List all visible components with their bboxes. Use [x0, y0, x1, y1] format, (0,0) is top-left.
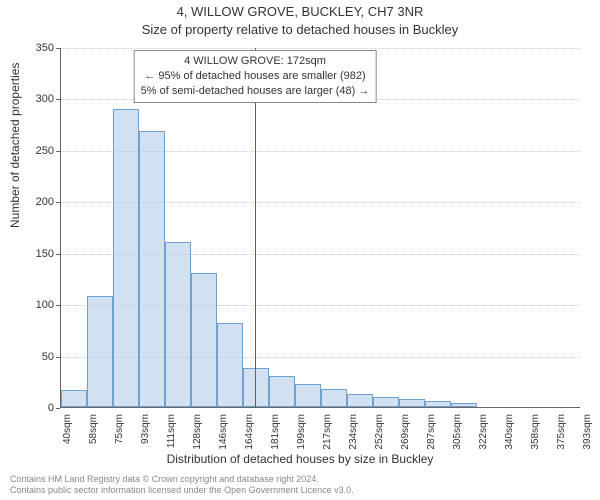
histogram-bar [425, 401, 451, 407]
chart-title-address: 4, WILLOW GROVE, BUCKLEY, CH7 3NR [0, 4, 600, 19]
y-tick-label: 0 [14, 402, 54, 414]
gridline-h [61, 48, 580, 49]
y-tick-label: 300 [14, 93, 54, 105]
histogram-bar [347, 394, 373, 407]
annotation-box: 4 WILLOW GROVE: 172sqm← 95% of detached … [134, 50, 377, 103]
x-tick-label: 322sqm [478, 414, 489, 450]
x-tick-label: 269sqm [400, 414, 411, 450]
x-tick-label: 287sqm [426, 414, 437, 450]
x-tick-label: 93sqm [140, 414, 151, 444]
x-axis-label: Distribution of detached houses by size … [0, 452, 600, 466]
x-tick-label: 128sqm [192, 414, 203, 450]
y-tick-mark [56, 408, 60, 409]
y-tick-mark [56, 48, 60, 49]
histogram-bar [87, 296, 113, 407]
x-tick-label: 305sqm [452, 414, 463, 450]
histogram-bar [113, 109, 139, 407]
histogram-bar [295, 384, 321, 407]
x-tick-label: 217sqm [322, 414, 333, 450]
histogram-bar [451, 403, 477, 407]
y-tick-label: 250 [14, 145, 54, 157]
footer-line-1: Contains HM Land Registry data © Crown c… [10, 474, 354, 485]
chart-subtitle: Size of property relative to detached ho… [0, 22, 600, 37]
x-tick-label: 252sqm [374, 414, 385, 450]
x-tick-label: 199sqm [296, 414, 307, 450]
y-tick-label: 50 [14, 351, 54, 363]
histogram-bar [269, 376, 295, 407]
histogram-bar [165, 242, 191, 407]
plot-area: 4 WILLOW GROVE: 172sqm← 95% of detached … [60, 48, 580, 408]
x-tick-label: 164sqm [244, 414, 255, 450]
x-tick-label: 181sqm [270, 414, 281, 450]
x-tick-label: 111sqm [166, 414, 177, 448]
histogram-bar [61, 390, 87, 407]
x-tick-label: 393sqm [582, 414, 593, 450]
histogram-bar [191, 273, 217, 407]
x-tick-label: 58sqm [88, 414, 99, 444]
y-tick-mark [56, 202, 60, 203]
histogram-bar [321, 389, 347, 408]
footer-line-2: Contains public sector information licen… [10, 485, 354, 496]
y-tick-mark [56, 305, 60, 306]
histogram-bar [399, 399, 425, 407]
y-tick-label: 150 [14, 248, 54, 260]
x-tick-label: 358sqm [530, 414, 541, 450]
x-tick-label: 340sqm [504, 414, 515, 450]
y-tick-mark [56, 151, 60, 152]
y-tick-mark [56, 254, 60, 255]
y-tick-label: 350 [14, 42, 54, 54]
x-tick-label: 234sqm [348, 414, 359, 450]
x-tick-label: 75sqm [114, 414, 125, 444]
histogram-bar [373, 397, 399, 407]
y-tick-label: 100 [14, 299, 54, 311]
histogram-bar [139, 131, 165, 407]
x-tick-label: 40sqm [62, 414, 73, 444]
y-tick-mark [56, 357, 60, 358]
footer-credits: Contains HM Land Registry data © Crown c… [10, 474, 354, 496]
y-tick-label: 200 [14, 196, 54, 208]
histogram-bar [217, 323, 243, 407]
x-tick-label: 375sqm [556, 414, 567, 450]
x-tick-label: 146sqm [218, 414, 229, 450]
y-tick-mark [56, 99, 60, 100]
